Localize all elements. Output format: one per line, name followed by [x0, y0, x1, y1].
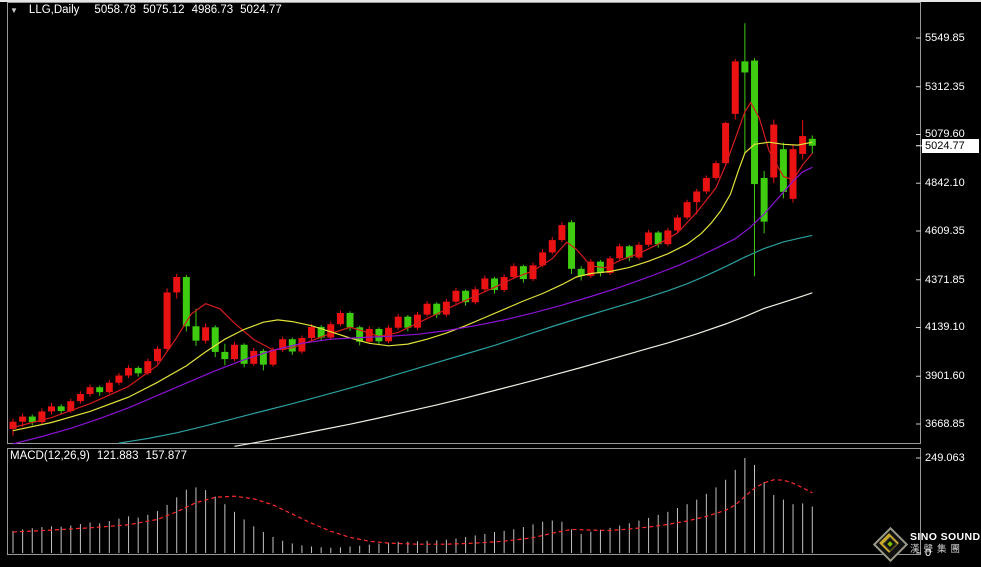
price-axis-label: 4371.85	[925, 273, 965, 286]
macd-panel-border	[7, 448, 921, 555]
macd-axis-label: 0	[925, 547, 932, 559]
logo-text-cn: 漢聲集團	[910, 543, 965, 555]
macd-current-value: 121.883	[96, 450, 139, 462]
price-axis-label: 4609.35	[925, 224, 965, 237]
ma-fast-red	[12, 101, 813, 429]
chart-title-bar: ▼ LLG,Daily 5058.78 5075.12 4986.73 5024…	[10, 4, 282, 16]
sino-sound-logo: SINO SOUND 漢聲集團	[872, 526, 981, 563]
main-panel-border	[7, 2, 921, 444]
low-value: 4986.73	[191, 4, 234, 16]
logo-text-en: SINO SOUND	[910, 530, 981, 543]
ma-slow-purple	[12, 166, 813, 445]
ma-lines	[12, 101, 813, 447]
macd-indicator-label: MACD(12,26,9) 121.883 157.877	[10, 450, 187, 462]
macd-signal-value: 157.877	[145, 450, 188, 462]
sino-sound-diamond-icon	[872, 526, 909, 563]
price-axis-label: 3668.85	[925, 417, 965, 430]
ma-slower-teal	[118, 234, 813, 444]
close-value: 5024.77	[240, 4, 282, 16]
macd-axis-label: 249.063	[925, 451, 965, 464]
price-axis-label: 5549.85	[925, 32, 965, 44]
price-axis-label: 5312.35	[925, 80, 965, 93]
collapse-triangle-icon[interactable]: ▼	[10, 5, 18, 15]
symbol-timeframe-label: LLG,Daily	[28, 4, 80, 16]
macd-signal-line	[12, 479, 813, 545]
high-value: 5075.12	[143, 4, 185, 16]
macd-histogram	[12, 457, 813, 553]
price-axis-label: 3901.60	[925, 370, 965, 383]
open-value: 5058.78	[94, 4, 136, 16]
price-axis-label: 4139.10	[925, 321, 965, 334]
price-axis-label: 5079.60	[925, 128, 965, 141]
price-axis-label: 4842.10	[925, 177, 965, 190]
ma-mid-yellow	[12, 141, 813, 432]
ma-slowest-white	[234, 292, 813, 447]
macd-name: MACD(12,26,9)	[10, 450, 90, 462]
current-price-tag: 5024.77	[922, 139, 979, 153]
